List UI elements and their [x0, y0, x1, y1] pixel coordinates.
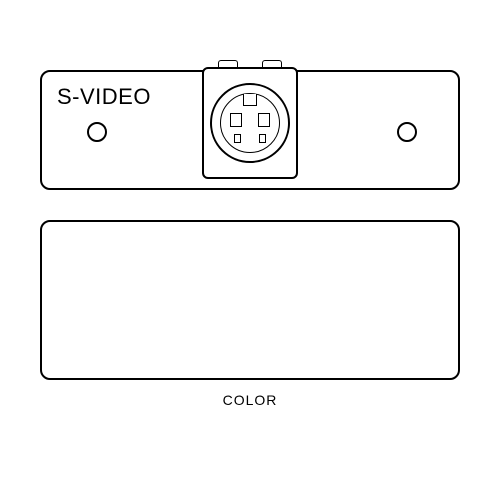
svideo-text-label: S-VIDEO: [57, 84, 151, 110]
screw-hole-right: [397, 122, 417, 142]
color-caption: COLOR: [0, 392, 500, 408]
bottom-blank-plate: [40, 220, 460, 380]
svideo-pin: [258, 113, 270, 127]
screw-hole-left: [87, 122, 107, 142]
svideo-key-notch: [243, 94, 257, 106]
svideo-pin: [234, 134, 241, 143]
svideo-pin: [259, 134, 266, 143]
svideo-pin: [230, 113, 242, 127]
diagram-canvas: { "canvas": { "width": 500, "height": 50…: [0, 0, 500, 500]
